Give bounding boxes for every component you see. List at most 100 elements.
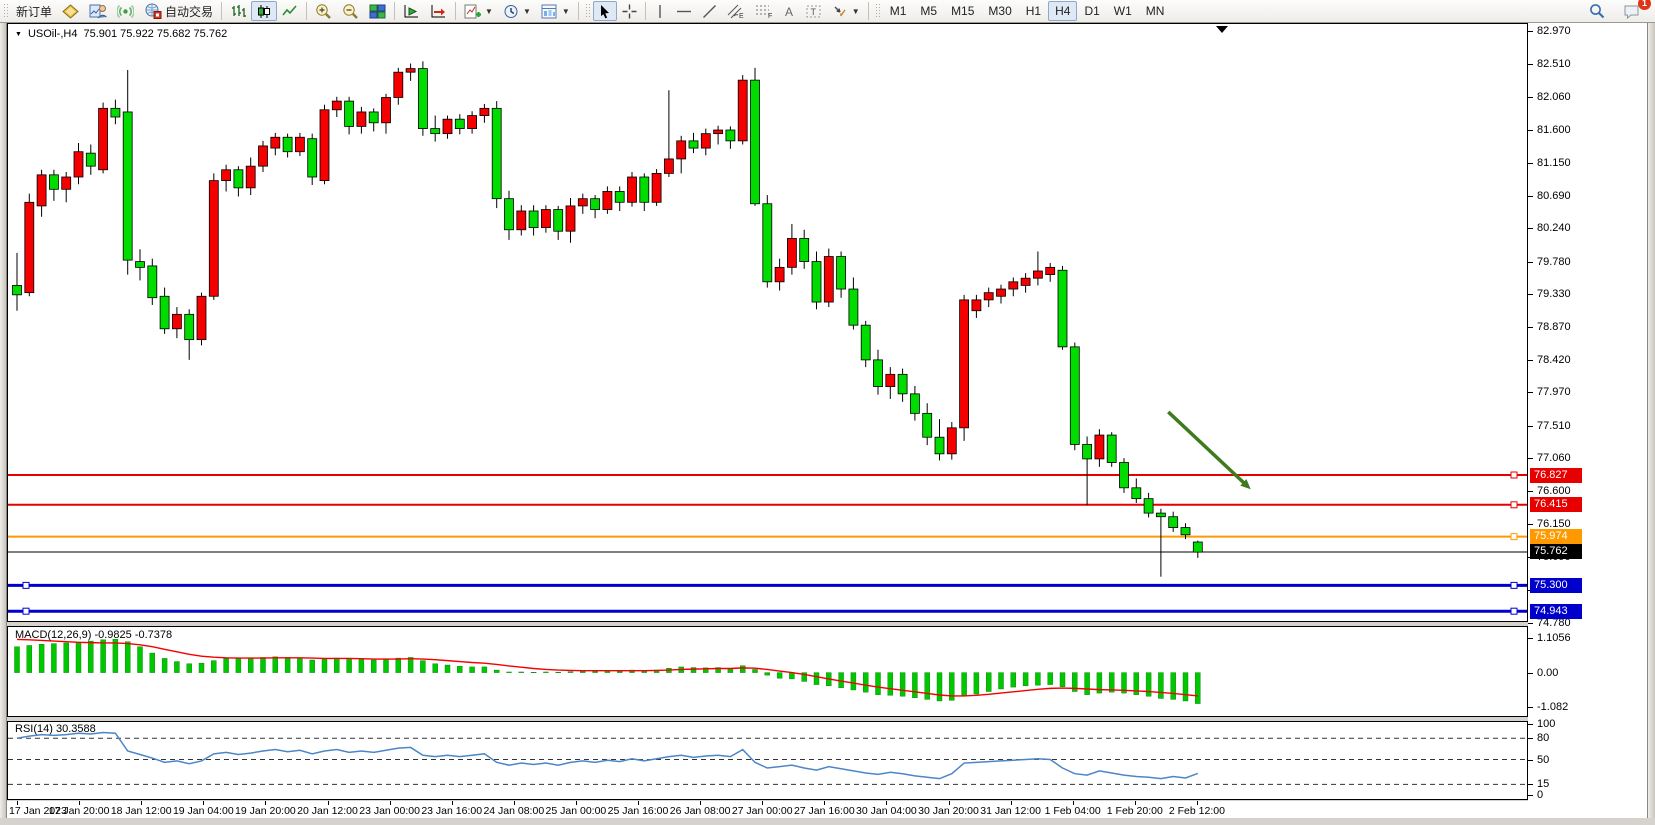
cursor-icon[interactable] xyxy=(592,1,617,21)
time-tick-label: 24 Jan 08:00 xyxy=(483,805,545,817)
zoom-in-icon[interactable] xyxy=(310,1,337,21)
tab-timeframe-w1[interactable]: W1 xyxy=(1113,4,1132,18)
time-tick xyxy=(203,801,205,805)
text-icon[interactable]: A xyxy=(778,1,801,21)
toolbar-grip[interactable] xyxy=(584,3,590,19)
time-tick-label: 25 Jan 16:00 xyxy=(607,805,669,817)
chart-header: ▼ USOil-,H4 75.901 75.922 75.682 75.762 xyxy=(15,28,227,40)
search-icon[interactable] xyxy=(1584,1,1610,21)
new-order-button[interactable]: 新订单 xyxy=(16,4,53,19)
indicators-icon xyxy=(464,4,482,18)
periods-button[interactable]: ▼ xyxy=(498,1,536,21)
tab-timeframe-h1[interactable]: H1 xyxy=(1025,4,1042,18)
tab-timeframe-mn[interactable]: MN xyxy=(1145,4,1165,18)
horizontal-line-icon[interactable] xyxy=(671,1,697,21)
toolbar-grip[interactable] xyxy=(874,3,880,19)
price-tick-label: 76.150 xyxy=(1528,517,1571,531)
chevron-down-icon[interactable]: ▼ xyxy=(15,30,22,38)
label-icon[interactable]: T xyxy=(801,1,827,21)
chevron-down-icon: ▼ xyxy=(485,6,493,16)
macd-panel[interactable] xyxy=(7,626,1528,717)
zoom-out-icon[interactable] xyxy=(337,1,364,21)
time-axis[interactable]: 17 Jan 2023 17 Jan 20:00 18 Jan 12:00 19 Ja… xyxy=(7,801,1528,818)
auto-trading-button[interactable]: 自动交易 xyxy=(139,1,218,21)
time-tick-label: 18 Jan 12:00 xyxy=(110,805,172,817)
price-tick-label: 77.060 xyxy=(1528,451,1571,465)
time-tick xyxy=(451,801,453,805)
chevron-down-icon: ▼ xyxy=(561,6,570,16)
crosshair-icon[interactable] xyxy=(617,1,642,21)
toolbar-separator xyxy=(867,2,869,20)
time-tick xyxy=(1134,801,1136,805)
tab-timeframe-m1[interactable]: M1 xyxy=(889,4,907,18)
candlestick-chart[interactable] xyxy=(7,23,1528,622)
toolbar-separator xyxy=(221,2,223,20)
price-tick-label: 0 xyxy=(1528,788,1543,802)
tab-timeframe-d1[interactable]: D1 xyxy=(1084,4,1100,18)
indicators-button[interactable]: ▼ xyxy=(459,1,498,21)
bar-chart-icon[interactable] xyxy=(225,1,251,21)
macd-label: MACD(12,26,9) -0.9825 -0.7378 xyxy=(15,629,173,641)
candlestick-chart-icon[interactable] xyxy=(251,1,278,21)
svg-text:A: A xyxy=(785,5,793,19)
time-tick-label: 30 Jan 20:00 xyxy=(918,805,979,817)
time-tick xyxy=(265,801,267,805)
auto-scroll-icon[interactable] xyxy=(398,1,425,21)
tab-timeframe-h4[interactable]: H4 xyxy=(1048,1,1078,21)
price-level-badge[interactable]: 75.300 xyxy=(1530,577,1582,593)
window-right-scrollbar[interactable] xyxy=(1647,23,1655,825)
channel-icon[interactable]: E xyxy=(722,1,750,21)
time-tick xyxy=(824,801,826,805)
price-tick-label: 79.780 xyxy=(1528,255,1571,269)
price-tick-label: 1.1056 xyxy=(1528,631,1571,645)
time-tick xyxy=(948,801,950,805)
market-watch-icon[interactable] xyxy=(57,1,84,21)
price-level-badge[interactable]: 75.974 xyxy=(1530,529,1582,545)
price-axis[interactable]: 82.970 82.510 82.060 81.600 81.150 80.690 80.2… xyxy=(1528,23,1647,825)
vertical-line-icon[interactable] xyxy=(649,1,671,21)
time-tick xyxy=(513,801,515,805)
fibonacci-icon[interactable]: F xyxy=(750,1,778,21)
tab-timeframe-m5[interactable]: M5 xyxy=(920,4,938,18)
line-chart-icon[interactable] xyxy=(277,1,303,21)
tab-timeframe-m15[interactable]: M15 xyxy=(951,4,975,18)
price-tick-label: 74.780 xyxy=(1528,616,1571,630)
data-window-icon[interactable] xyxy=(84,1,112,21)
toolbar-grip[interactable] xyxy=(3,3,8,19)
trendline-icon[interactable] xyxy=(697,1,722,21)
price-tick-label: 78.420 xyxy=(1528,353,1571,367)
time-tick xyxy=(700,801,702,805)
price-level-badge[interactable]: 76.415 xyxy=(1530,497,1582,513)
time-tick-label: 1 Feb 20:00 xyxy=(1106,805,1163,817)
templates-button[interactable]: ▼ xyxy=(536,1,575,21)
rsi-label: RSI(14) 30.3588 xyxy=(15,723,96,735)
notifications-button[interactable]: 1 xyxy=(1618,0,1651,21)
tile-windows-icon[interactable] xyxy=(364,1,391,21)
svg-text:F: F xyxy=(768,13,772,19)
price-level-badge[interactable]: 75.762 xyxy=(1530,544,1582,560)
chart-shift-icon[interactable] xyxy=(425,1,452,21)
time-tick-label: 27 Jan 00:00 xyxy=(731,805,793,817)
arrows-button[interactable]: ▼ xyxy=(827,1,865,21)
price-tick-label: 82.510 xyxy=(1528,57,1571,71)
price-tick-label: 77.970 xyxy=(1528,385,1571,399)
toolbar-separator xyxy=(455,2,457,20)
price-level-badge[interactable]: 74.943 xyxy=(1530,603,1582,619)
price-tick-label: 81.150 xyxy=(1528,156,1571,170)
time-tick xyxy=(141,801,143,805)
rsi-panel[interactable] xyxy=(7,721,1528,800)
signals-icon[interactable] xyxy=(112,1,139,21)
symbol-title: USOil-,H4 xyxy=(27,28,78,40)
time-tick-label: 1 Feb 04:00 xyxy=(1044,805,1101,817)
time-tick xyxy=(1010,801,1012,805)
toolbar-separator xyxy=(644,2,646,20)
price-level-badge[interactable]: 76.827 xyxy=(1530,467,1582,483)
time-tick-label: 27 Jan 16:00 xyxy=(793,805,855,817)
time-tick xyxy=(638,801,639,805)
price-tick-label: 80.690 xyxy=(1528,189,1571,203)
time-tick-label: 23 Jan 16:00 xyxy=(421,805,483,817)
toolbar-separator xyxy=(394,2,396,20)
time-tick-label: 19 Jan 04:00 xyxy=(172,805,234,817)
tab-timeframe-m30[interactable]: M30 xyxy=(988,4,1012,18)
